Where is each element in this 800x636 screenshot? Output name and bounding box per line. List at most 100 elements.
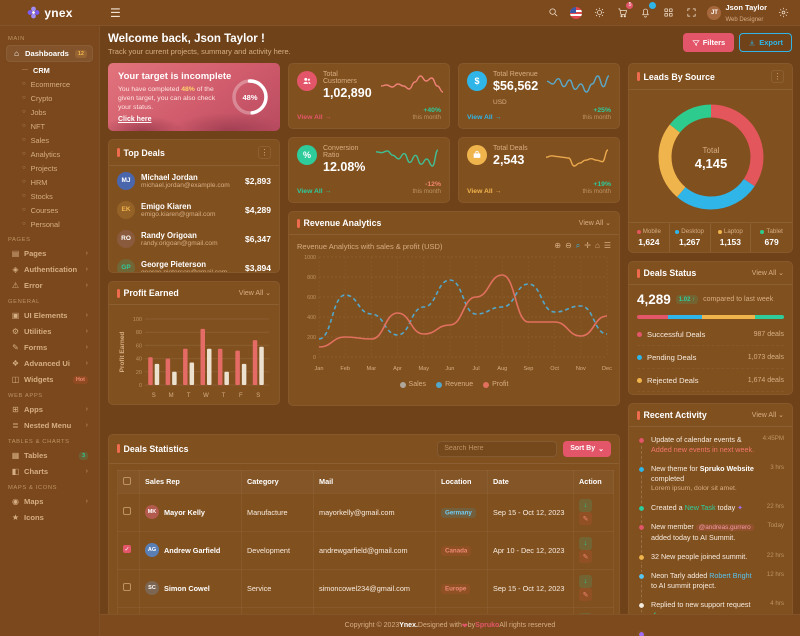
sidebar-item-nested-menu[interactable]: ≣ Nested Menu › — [6, 418, 93, 433]
svg-text:400: 400 — [307, 315, 316, 321]
reset-zoom-icon[interactable]: ⌂ — [594, 241, 600, 250]
legend-label: Profit — [492, 381, 509, 388]
chevron-right-icon: › — [85, 344, 88, 351]
zoom-out-icon[interactable]: ⊖ — [565, 241, 572, 250]
panning-icon[interactable]: ✛ — [584, 241, 591, 250]
top-deals-menu-icon[interactable]: ⋮ — [258, 146, 271, 159]
notifications-icon[interactable] — [638, 1, 657, 20]
sidebar-item-apps[interactable]: ⊞ Apps › — [6, 402, 93, 417]
sidebar-subitem-personal[interactable]: ○ Personal — [6, 217, 93, 231]
svg-text:800: 800 — [307, 275, 316, 281]
sidebar-item-tables[interactable]: ▦ Tables 3 — [6, 448, 93, 463]
sidebar-item-pages[interactable]: ▤ Pages › — [6, 246, 93, 261]
menu-toggle-icon[interactable]: ☰ — [110, 5, 121, 20]
legend-item-profit[interactable]: Profit — [483, 381, 508, 388]
bullet-icon: ○ — [22, 95, 26, 101]
sidebar-item-icons[interactable]: ★ Icons — [6, 510, 93, 525]
theme-light-icon[interactable] — [592, 6, 606, 20]
deals-status-row: Rejected Deals 1,674 deals — [637, 369, 784, 392]
sidebar-subitem-analytics[interactable]: ○ Analytics — [6, 147, 93, 161]
zoom-in-icon[interactable]: ⊕ — [554, 241, 562, 250]
sidebar-subitem-label: NFT — [30, 121, 45, 131]
sidebar-item-maps[interactable]: ◉ Maps › — [6, 494, 93, 509]
sidebar-subitem-ecommerce[interactable]: ○ Ecommerce — [6, 77, 93, 91]
sidebar-subitem-sales[interactable]: ○ Sales — [6, 133, 93, 147]
deal-email: michael.jordan@example.com — [141, 181, 230, 189]
sidebar-item-widgets[interactable]: ◫ Widgets Hot — [6, 372, 93, 387]
sidebar-subitem-projects[interactable]: ○ Projects — [6, 161, 93, 175]
stat-dot — [675, 229, 680, 234]
cart-icon[interactable]: 5 — [615, 1, 634, 20]
sidebar-item-charts[interactable]: ◧ Charts › — [6, 464, 93, 479]
revenue-analytics-card: Revenue Analytics View All ⌄ Revenue Ana… — [288, 211, 620, 406]
kpi-view-all-link[interactable]: View All → — [467, 188, 502, 195]
top-deal-row[interactable]: GP George Pieterson george.pieterson@gmail… — [109, 253, 279, 272]
kpi-period: this month — [582, 188, 611, 195]
sidebar-subitem-stocks[interactable]: ○ Stocks — [6, 189, 93, 203]
kpi-view-all-link[interactable]: View All → — [467, 114, 502, 121]
sidebar-item-ui-elements[interactable]: ▣ UI Elements › — [6, 308, 93, 323]
column-header-checkbox — [117, 469, 140, 494]
notifications-badge — [649, 1, 657, 9]
revenue-legend: Sales Revenue Profit — [289, 379, 619, 393]
sidebar-item-forms[interactable]: ✎ Forms › — [6, 340, 93, 355]
activity-view-all[interactable]: View All ⌄ — [751, 412, 784, 419]
sort-by-button[interactable]: Sort By ⌄ — [563, 440, 611, 457]
kpi-view-all-link[interactable]: View All → — [297, 114, 332, 121]
selection-zoom-icon[interactable]: ⌕ — [575, 241, 581, 250]
chart-menu-icon[interactable]: ☰ — [603, 241, 611, 250]
box-icon: ▣ — [11, 311, 20, 320]
filters-button[interactable]: Filters — [682, 33, 735, 52]
sidebar-subitem-crypto[interactable]: ○ Crypto — [6, 91, 93, 105]
sidebar-section-label: PAGES — [8, 237, 31, 243]
sidebar-subitem-hrm[interactable]: ○ HRM — [6, 175, 93, 189]
top-deal-row[interactable]: MJ Michael Jordan michael.jordan@example.c… — [109, 166, 279, 195]
row-checkbox[interactable] — [123, 545, 131, 554]
edit-action-button[interactable]: ✎ — [579, 512, 592, 526]
kpi-view-all-link[interactable]: View All → — [297, 188, 332, 195]
sidebar-subitem-courses[interactable]: ○ Courses — [6, 203, 93, 217]
legend-item-sales[interactable]: Sales — [399, 381, 426, 388]
spruko-link[interactable]: Spruko — [475, 622, 500, 629]
download-action-button[interactable]: ↓ — [579, 499, 592, 513]
profit-view-all[interactable]: View All ⌄ — [238, 290, 271, 297]
top-deal-row[interactable]: RO Randy Origoan randy.origoan@gmail.com $6… — [109, 224, 279, 253]
sidebar-item-authentication[interactable]: ◈ Authentication › — [6, 262, 93, 277]
row-checkbox[interactable] — [123, 583, 131, 592]
edit-action-button[interactable]: ✎ — [579, 550, 592, 564]
sidebar-item-label: Tables — [24, 451, 48, 460]
deals-status-view-all[interactable]: View All ⌄ — [751, 270, 784, 277]
click-here-link[interactable]: Click here — [118, 115, 152, 123]
leads-menu-icon[interactable]: ⋮ — [771, 70, 784, 83]
select-all-checkbox[interactable] — [123, 476, 131, 485]
row-checkbox[interactable] — [123, 507, 131, 516]
export-button[interactable]: Export — [739, 33, 792, 52]
sidebar-subitem-crm[interactable]: — CRM — [6, 63, 93, 77]
top-deal-row[interactable]: EK Emigo Kiaren emigo.kiaren@gmail.com $4,2… — [109, 195, 279, 224]
sidebar-item-advanced-ui[interactable]: ❖ Advanced Ui › — [6, 356, 93, 371]
avatar: AG — [145, 543, 159, 558]
sidebar-item-error[interactable]: ⚠ Error › — [6, 278, 93, 293]
download-action-button[interactable]: ↓ — [579, 575, 592, 589]
filter-icon — [692, 39, 700, 46]
apps-grid-icon[interactable] — [661, 6, 675, 20]
sidebar-subitem-nft[interactable]: ○ NFT — [6, 119, 93, 133]
brand-logo[interactable]: ynex — [0, 6, 100, 20]
edit-action-button[interactable]: ✎ — [579, 588, 592, 602]
revenue-view-all[interactable]: View All ⌄ — [578, 220, 611, 227]
sidebar-item-utilities[interactable]: ⚙ Utilities › — [6, 324, 93, 339]
fullscreen-icon[interactable] — [684, 6, 698, 20]
activity-dot — [637, 630, 646, 636]
legend-item-revenue[interactable]: Revenue — [436, 381, 473, 388]
download-action-button[interactable]: ↓ — [579, 537, 592, 551]
chart-icon: ◧ — [11, 467, 20, 476]
sidebar-subitem-jobs[interactable]: ○ Jobs — [6, 105, 93, 119]
search-icon[interactable] — [546, 6, 560, 20]
search-input[interactable] — [437, 440, 558, 457]
avatar: EK — [117, 200, 135, 219]
sidebar-item-dashboards[interactable]: ⌂ Dashboards 12 — [6, 45, 93, 62]
settings-gear-icon[interactable] — [776, 6, 790, 20]
language-flag-icon[interactable] — [569, 6, 583, 20]
user-menu[interactable]: JT Json Taylor Web Designer — [707, 2, 767, 23]
